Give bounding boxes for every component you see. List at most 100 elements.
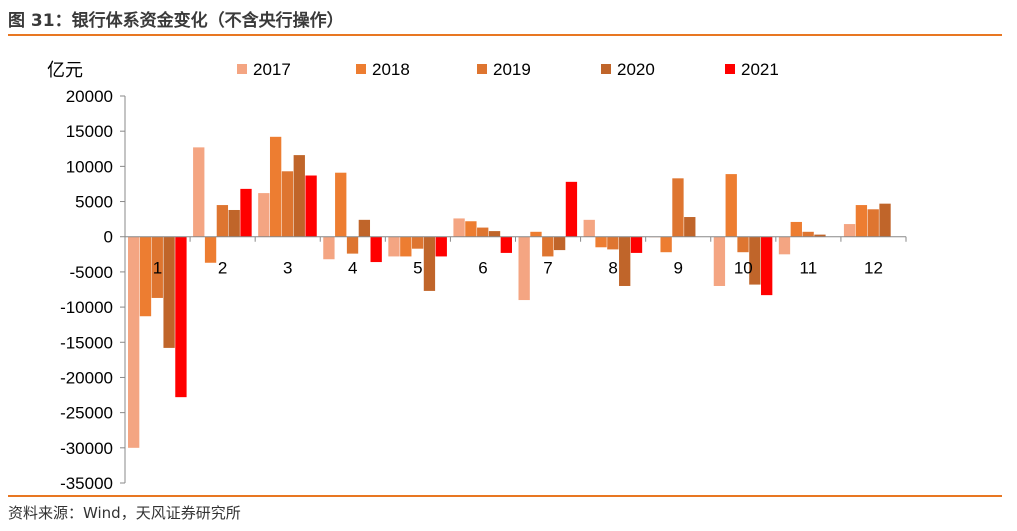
x-category-label: 5 bbox=[413, 259, 422, 278]
x-category-label: 9 bbox=[673, 259, 682, 278]
y-tick-label: 20000 bbox=[66, 87, 113, 106]
bar-2021-5 bbox=[435, 236, 447, 257]
bar-2018-1 bbox=[139, 236, 152, 317]
legend: 2017 2018 2019 2020 2021 bbox=[237, 60, 779, 79]
x-category-label: 1 bbox=[153, 259, 162, 278]
bar-2018-7 bbox=[530, 231, 542, 237]
bar-2019-8 bbox=[607, 236, 619, 250]
top-rule bbox=[8, 34, 1002, 36]
bar-2020-6 bbox=[488, 231, 501, 237]
bars bbox=[128, 136, 891, 448]
y-tick-label: -20000 bbox=[60, 368, 113, 387]
bar-2018-11 bbox=[790, 221, 802, 237]
bar-2020-12 bbox=[879, 203, 891, 237]
bar-2021-8 bbox=[630, 236, 643, 253]
legend-label-2019: 2019 bbox=[493, 60, 531, 79]
x-category-label: 2 bbox=[218, 259, 227, 278]
y-tick-label: 15000 bbox=[66, 122, 113, 141]
bar-2018-4 bbox=[335, 172, 347, 237]
bar-2017-6 bbox=[453, 218, 465, 237]
y-tick-label: -15000 bbox=[60, 333, 113, 352]
legend-label-2021: 2021 bbox=[741, 60, 779, 79]
legend-swatch-2017 bbox=[237, 64, 247, 74]
x-category-label: 12 bbox=[864, 259, 883, 278]
bar-2019-10 bbox=[737, 236, 749, 253]
bar-2021-1 bbox=[175, 236, 187, 398]
bar-2019-1 bbox=[151, 236, 163, 298]
x-category-label: 6 bbox=[478, 259, 487, 278]
bar-2021-6 bbox=[500, 236, 512, 253]
bar-2020-1 bbox=[163, 236, 175, 348]
bar-2019-2 bbox=[216, 205, 229, 237]
legend-label-2018: 2018 bbox=[372, 60, 410, 79]
bar-2020-9 bbox=[684, 217, 696, 237]
source-note: 资料来源：Wind，天风证券研究所 bbox=[8, 504, 241, 522]
x-category-label: 10 bbox=[734, 259, 753, 278]
bar-2017-10 bbox=[713, 236, 726, 286]
x-category-label: 7 bbox=[543, 259, 552, 278]
bar-2019-12 bbox=[867, 209, 879, 237]
y-tick-label: 10000 bbox=[66, 157, 113, 176]
x-category-label: 4 bbox=[348, 259, 357, 278]
legend-swatch-2018 bbox=[356, 64, 366, 74]
x-category-label: 3 bbox=[283, 259, 292, 278]
bar-2018-12 bbox=[855, 205, 868, 237]
bar-2017-7 bbox=[518, 236, 530, 301]
legend-swatch-2021 bbox=[725, 64, 735, 74]
bar-2018-3 bbox=[269, 136, 282, 237]
y-axis: 20000 15000 10000 5000 0 -5000 -10000 -15000 -20… bbox=[60, 87, 126, 493]
y-tick-label: -35000 bbox=[60, 474, 113, 493]
bar-2020-8 bbox=[619, 236, 631, 286]
bar-2020-11 bbox=[814, 234, 826, 237]
bar-2017-11 bbox=[778, 236, 791, 255]
figure-title: 图 31：银行体系资金变化（不含央行操作） bbox=[8, 11, 344, 31]
x-axis: 1 2 3 4 5 6 7 8 9 10 11 12 bbox=[124, 236, 907, 278]
bar-2020-4 bbox=[358, 219, 371, 237]
bar-2018-8 bbox=[595, 236, 607, 248]
y-tick-label: 5000 bbox=[75, 193, 113, 212]
bar-2021-4 bbox=[370, 236, 382, 263]
y-tick-label: -5000 bbox=[70, 263, 113, 282]
bar-2020-10 bbox=[749, 236, 761, 285]
x-category-label: 8 bbox=[608, 259, 617, 278]
unit-label: 亿元 bbox=[47, 60, 83, 81]
bar-2017-12 bbox=[843, 224, 856, 237]
bar-2020-7 bbox=[553, 236, 566, 251]
bar-2020-5 bbox=[423, 236, 436, 291]
legend-swatch-2019 bbox=[477, 64, 487, 74]
bar-2017-5 bbox=[388, 236, 400, 257]
bar-2018-9 bbox=[660, 236, 672, 253]
y-tick-label: 0 bbox=[104, 228, 113, 247]
bar-2018-10 bbox=[725, 174, 737, 237]
bar-2019-11 bbox=[802, 231, 814, 237]
legend-label-2017: 2017 bbox=[253, 60, 291, 79]
bar-2021-2 bbox=[240, 188, 252, 237]
bar-2017-4 bbox=[323, 236, 335, 260]
bar-2018-5 bbox=[400, 236, 412, 257]
bar-2019-5 bbox=[411, 236, 424, 249]
bar-2021-10 bbox=[761, 236, 773, 296]
bar-2019-6 bbox=[477, 227, 489, 237]
bar-2018-6 bbox=[465, 221, 477, 237]
legend-swatch-2020 bbox=[601, 64, 611, 74]
bar-2017-2 bbox=[193, 147, 205, 237]
bottom-rule bbox=[8, 495, 1002, 497]
bar-2021-3 bbox=[305, 175, 317, 237]
bar-2017-1 bbox=[128, 236, 140, 448]
bar-2018-2 bbox=[204, 236, 217, 263]
bar-2019-3 bbox=[281, 171, 294, 237]
bar-2017-3 bbox=[258, 193, 270, 237]
y-tick-label: -30000 bbox=[60, 439, 113, 458]
y-tick-label: -10000 bbox=[60, 298, 113, 317]
bar-2020-3 bbox=[293, 155, 305, 237]
bar-2019-7 bbox=[542, 236, 554, 257]
bar-2020-2 bbox=[228, 209, 240, 237]
y-tick-label: -25000 bbox=[60, 404, 113, 423]
bar-2021-7 bbox=[565, 181, 578, 237]
bar-2019-9 bbox=[672, 178, 684, 237]
bar-2019-4 bbox=[346, 236, 359, 254]
bar-2017-8 bbox=[583, 219, 595, 237]
x-category-label: 11 bbox=[800, 259, 818, 278]
legend-label-2020: 2020 bbox=[617, 60, 655, 79]
